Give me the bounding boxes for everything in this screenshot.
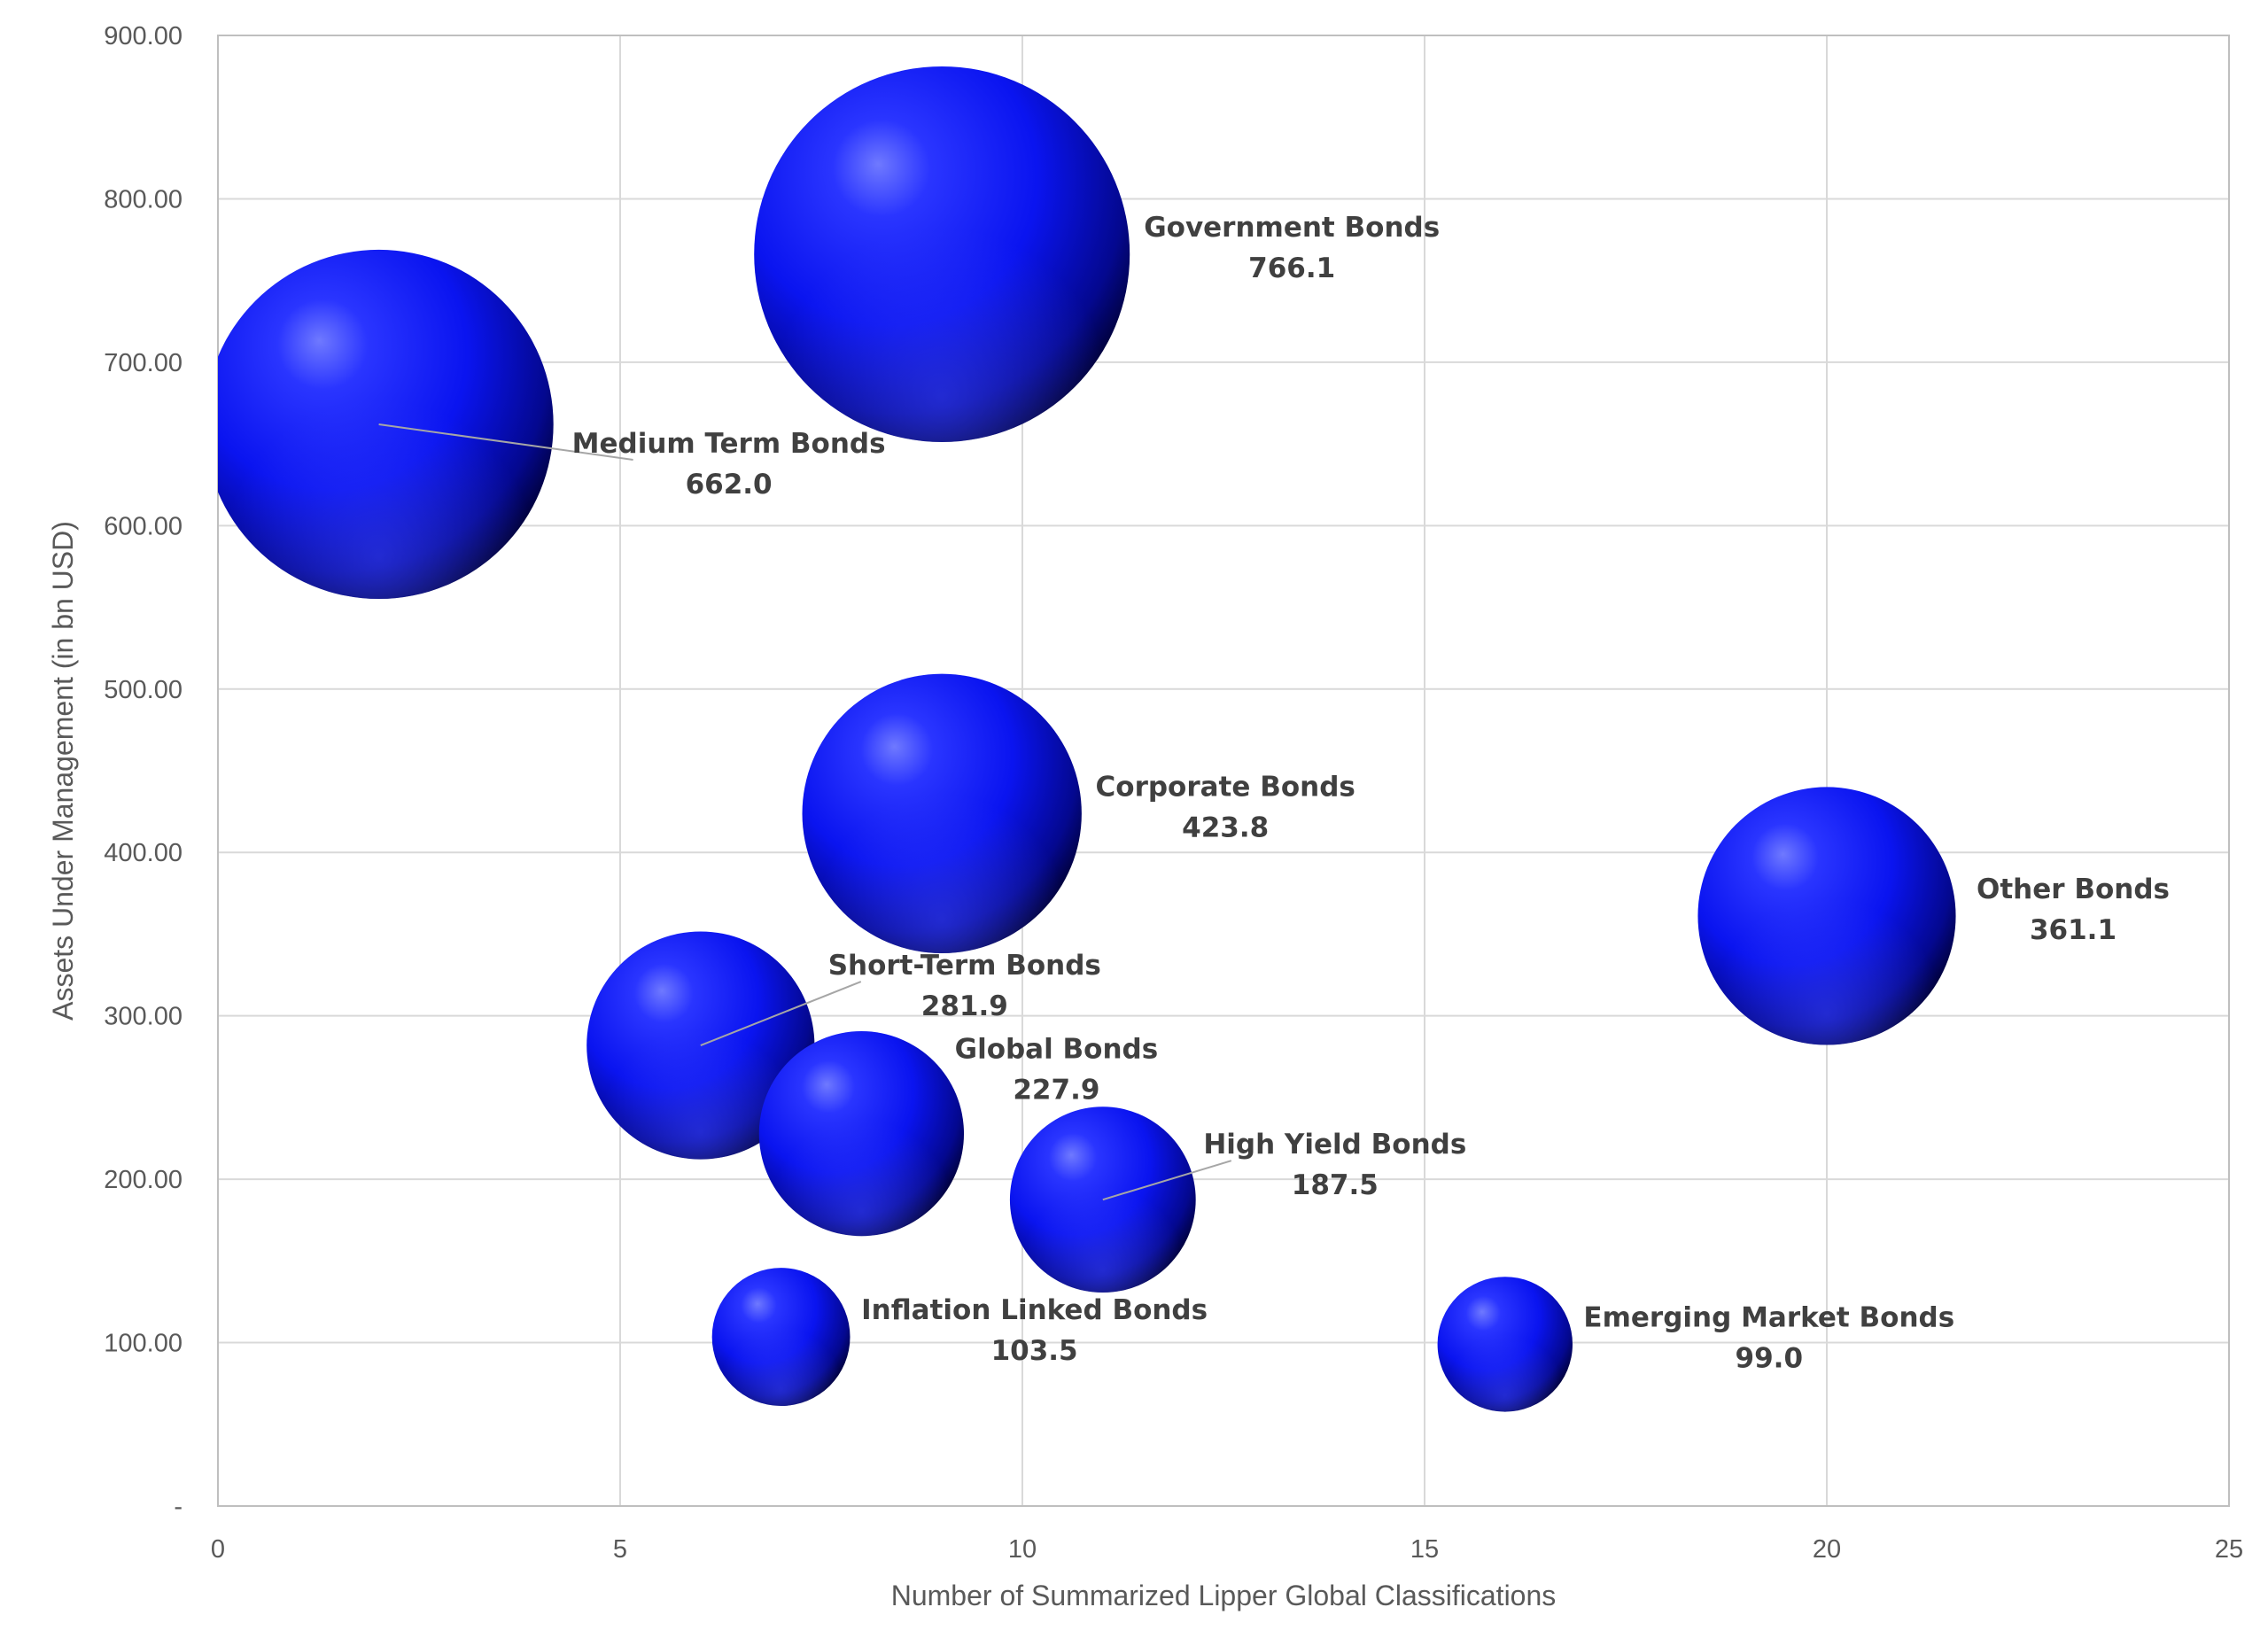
bubble-value-label: 423.8 xyxy=(1182,811,1269,843)
y-tick-label: 200.00 xyxy=(104,1166,183,1194)
bubble-value-label: 662.0 xyxy=(686,469,773,501)
bubble-value-label: 281.9 xyxy=(921,990,1008,1022)
y-axis-title: Assets Under Management (in bn USD) xyxy=(47,521,79,1021)
bubble-rim-light xyxy=(754,66,1130,442)
bubble-value-label: 766.1 xyxy=(1248,252,1335,284)
bubble-value-label: 103.5 xyxy=(991,1335,1078,1367)
y-tick-label: 800.00 xyxy=(104,185,183,214)
bubble-name-label: Other Bonds xyxy=(1977,873,2170,905)
y-tick-label: 700.00 xyxy=(104,349,183,377)
y-tick-label: 300.00 xyxy=(104,1003,183,1031)
bubble-name-label: Medium Term Bonds xyxy=(572,428,886,460)
x-tick-label: 0 xyxy=(211,1535,225,1564)
bubble-name-label: Short-Term Bonds xyxy=(828,950,1101,982)
bubble-name-label: Emerging Market Bonds xyxy=(1583,1301,1954,1333)
bubble-name-label: Global Bonds xyxy=(955,1034,1159,1066)
y-tick-label: 100.00 xyxy=(104,1330,183,1358)
bubble-value-label: 227.9 xyxy=(1013,1075,1099,1106)
bubble-name-label: Government Bonds xyxy=(1144,212,1440,244)
bubble-name-label: High Yield Bonds xyxy=(1203,1129,1466,1161)
y-tick-label: 600.00 xyxy=(104,512,183,540)
bubble-rim-light xyxy=(1438,1277,1573,1411)
bubble-name-label: Corporate Bonds xyxy=(1096,771,1355,803)
y-tick-label: - xyxy=(174,1493,183,1521)
bubble-rim-light xyxy=(712,1268,850,1406)
bubbles xyxy=(205,66,1956,1412)
x-tick-label: 20 xyxy=(1813,1535,1841,1564)
bubble-name-label: Inflation Linked Bonds xyxy=(861,1294,1208,1326)
x-tick-label: 5 xyxy=(613,1535,627,1564)
y-tick-label: 900.00 xyxy=(104,22,183,50)
x-tick-label: 25 xyxy=(2215,1535,2243,1564)
x-tick-label: 15 xyxy=(1410,1535,1439,1564)
y-tick-label: 400.00 xyxy=(104,839,183,867)
x-tick-label: 10 xyxy=(1008,1535,1037,1564)
bubble-rim-light xyxy=(759,1031,964,1236)
y-tick-label: 500.00 xyxy=(104,676,183,704)
bubble-value-label: 187.5 xyxy=(1292,1169,1379,1201)
bubble-rim-light xyxy=(205,250,554,599)
bubble-value-label: 99.0 xyxy=(1736,1342,1804,1374)
bubble-rim-light xyxy=(1697,787,1955,1044)
x-axis-title: Number of Summarized Lipper Global Class… xyxy=(891,1580,1557,1611)
bubble-value-label: 361.1 xyxy=(2030,914,2117,946)
bubble-rim-light xyxy=(803,674,1082,953)
